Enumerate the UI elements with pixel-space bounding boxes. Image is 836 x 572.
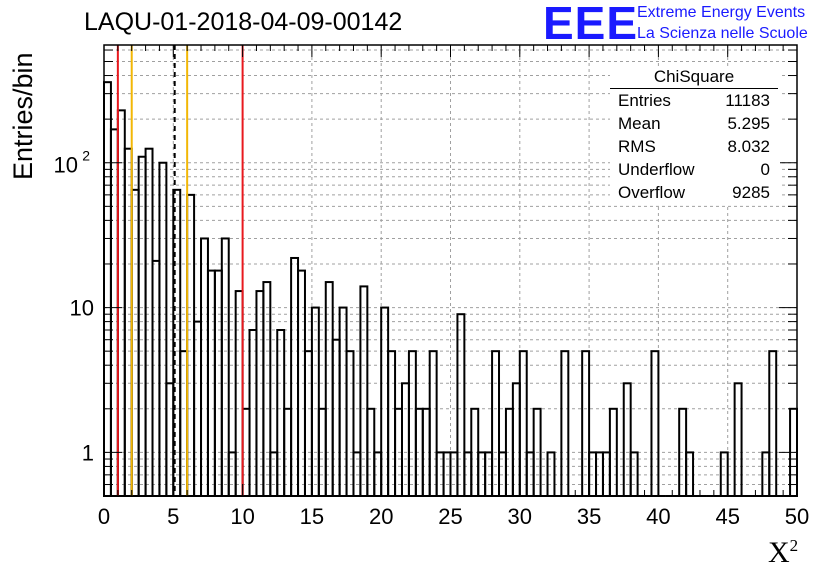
stats-box-title: ChiSquare xyxy=(610,66,778,89)
y-tick-label-exponent: 2 xyxy=(82,148,90,164)
histogram-bin xyxy=(151,259,161,497)
histogram-bin xyxy=(248,329,258,497)
y-axis-label: Entries/bin xyxy=(8,52,38,180)
histogram-bin xyxy=(165,382,175,497)
histogram-bin xyxy=(456,313,466,497)
histogram-bin xyxy=(186,193,196,497)
histogram-bin xyxy=(331,338,341,497)
histogram-bin xyxy=(338,306,348,497)
stats-row-overflow: Overflow 9285 xyxy=(610,181,780,204)
histogram-bin xyxy=(130,188,140,497)
stats-key: Entries xyxy=(618,91,671,110)
histogram-bin xyxy=(518,350,528,497)
stats-value: 9285 xyxy=(732,183,770,202)
marker-lines xyxy=(116,45,244,496)
histogram-bin xyxy=(103,81,112,497)
stats-row-entries: Entries 11183 xyxy=(610,89,780,112)
stats-key: Overflow xyxy=(618,183,686,202)
y-tick-label: 1 xyxy=(82,440,94,465)
logo-subtitle-line2: La Scienza nelle Scuole xyxy=(637,25,808,42)
stats-row-underflow: Underflow 0 xyxy=(610,158,780,181)
histogram-bin xyxy=(400,382,410,497)
histogram-bin xyxy=(768,350,778,497)
histogram-bin xyxy=(310,306,320,497)
histogram-bin xyxy=(359,285,369,497)
histogram-bin xyxy=(303,350,313,497)
x-tick-label: 15 xyxy=(300,504,324,529)
stats-key: RMS xyxy=(618,137,656,156)
histogram-bin xyxy=(622,382,632,497)
axes-frame xyxy=(103,44,798,497)
histogram-bin xyxy=(380,306,390,497)
stats-row-mean: Mean 5.295 xyxy=(610,112,780,135)
x-axis-label-base: X xyxy=(768,536,790,569)
eee-logo: EEE Extreme Energy Events La Scienza nel… xyxy=(543,0,833,49)
histogram-bin xyxy=(511,382,521,497)
histogram-bin xyxy=(158,161,168,497)
stats-row-rms: RMS 8.032 xyxy=(610,135,780,158)
histogram-bin xyxy=(123,147,133,497)
histogram-bin xyxy=(109,128,119,497)
histogram-bin xyxy=(290,256,300,497)
histogram-bin xyxy=(491,350,501,497)
histogram-bin xyxy=(733,382,743,497)
x-tick-label: 5 xyxy=(167,504,179,529)
stats-box: ChiSquare Entries 11183 Mean 5.295 RMS 8… xyxy=(610,66,780,204)
histogram-bin xyxy=(179,350,189,497)
y-tick-label: 10 xyxy=(54,153,78,178)
stats-key: Mean xyxy=(618,114,661,133)
stats-key: Underflow xyxy=(618,160,695,179)
histogram-bin xyxy=(407,350,417,497)
y-tick-label: 10 xyxy=(70,296,94,321)
stats-value: 11183 xyxy=(725,91,770,110)
x-tick-label: 40 xyxy=(646,504,670,529)
x-tick-label: 50 xyxy=(785,504,809,529)
x-tick-label: 25 xyxy=(438,504,462,529)
histogram-bin xyxy=(650,350,660,497)
logo-subtitle-line1: Extreme Energy Events xyxy=(637,4,806,21)
stats-value: 8.032 xyxy=(727,137,770,156)
histogram-bin xyxy=(581,350,591,497)
histogram-bin xyxy=(345,350,355,497)
x-tick-label: 30 xyxy=(508,504,532,529)
x-axis-label: X2 xyxy=(768,536,798,570)
x-tick-label: 0 xyxy=(98,504,110,529)
histogram-bin xyxy=(387,350,397,497)
histogram-bin xyxy=(200,237,209,497)
histogram-bin xyxy=(428,350,438,497)
histogram-bin xyxy=(220,237,230,497)
x-tick-label: 45 xyxy=(715,504,739,529)
histogram-bin xyxy=(276,329,286,497)
x-tick-label: 35 xyxy=(577,504,601,529)
stats-value: 5.295 xyxy=(727,114,770,133)
histogram-bin xyxy=(144,147,154,497)
x-tick-label: 10 xyxy=(230,504,254,529)
histogram-bin xyxy=(137,155,147,497)
histogram-bin xyxy=(116,109,126,498)
logo-letters: EEE xyxy=(543,0,639,49)
histogram-bin xyxy=(560,350,570,497)
stats-value: 0 xyxy=(760,160,770,179)
x-tick-label: 20 xyxy=(369,504,393,529)
chart-title: LAQU-01-2018-04-09-00142 xyxy=(84,8,403,36)
x-axis-label-superscript: 2 xyxy=(789,536,799,555)
